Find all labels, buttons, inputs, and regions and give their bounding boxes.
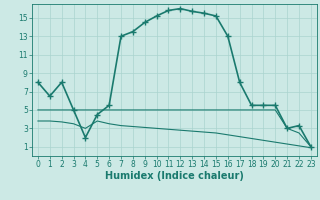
X-axis label: Humidex (Indice chaleur): Humidex (Indice chaleur) [105,171,244,181]
